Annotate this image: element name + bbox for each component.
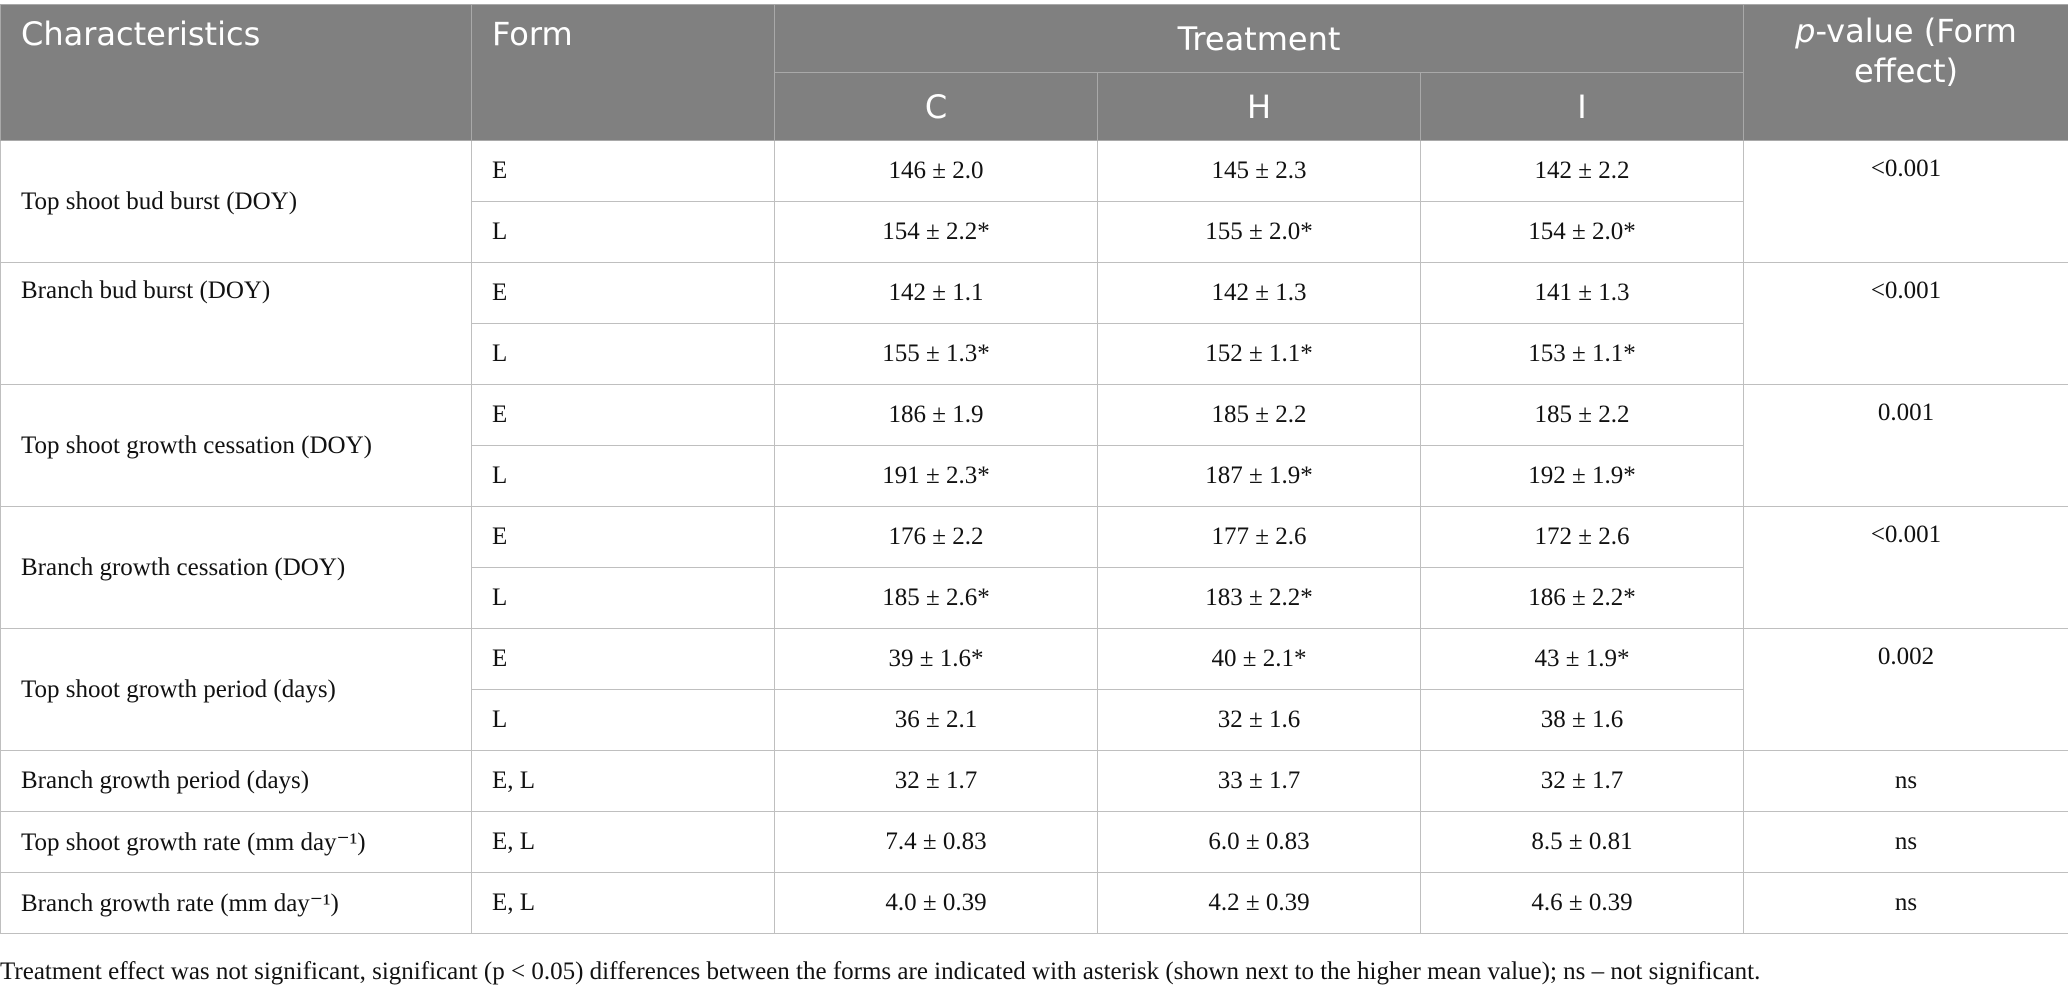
table-row: Top shoot bud burst (DOY) E 146 ± 2.0 14… xyxy=(0,140,2068,263)
table-row: Top shoot growth period (days) E 39 ± 1.… xyxy=(0,628,2068,751)
form-cell: E xyxy=(471,628,775,690)
value-cell: 146 ± 2.0 xyxy=(774,140,1098,202)
form-cell: L xyxy=(471,201,775,263)
characteristic-cell: Top shoot bud burst (DOY) xyxy=(0,140,472,263)
value-cell: 185 ± 2.2 xyxy=(1420,384,1744,446)
value-cell: 142 ± 1.3 xyxy=(1097,262,1421,324)
value-cell: 4.0 ± 0.39 xyxy=(774,872,1098,934)
value-cell: 32 ± 1.7 xyxy=(1420,750,1744,812)
value-cell: 185 ± 2.6* xyxy=(774,567,1098,629)
form-cell: E xyxy=(471,262,775,324)
value-cell: 43 ± 1.9* xyxy=(1420,628,1744,690)
table-row: Top shoot growth rate (mm day⁻¹) E, L 7.… xyxy=(0,811,2068,873)
header-characteristics: Characteristics xyxy=(0,4,472,141)
header-form: Form xyxy=(471,4,775,141)
table-row: L 154 ± 2.2* 155 ± 2.0* 154 ± 2.0* xyxy=(1,201,2068,263)
form-cell: E xyxy=(471,140,775,202)
table-row: L 191 ± 2.3* 187 ± 1.9* 192 ± 1.9* xyxy=(1,445,2068,507)
table-footnote: Treatment effect was not significant, si… xyxy=(0,958,1761,985)
header-pvalue-italic: p xyxy=(1795,12,1816,50)
value-cell: 152 ± 1.1* xyxy=(1097,323,1421,385)
header-pvalue-rest: -value (Form effect) xyxy=(1815,12,2017,90)
table-row: L 155 ± 1.3* 152 ± 1.1* 153 ± 1.1* xyxy=(1,323,2068,385)
form-cell: E, L xyxy=(471,750,775,812)
pvalue-cell: <0.001 xyxy=(1743,262,2068,385)
pvalue-cell: 0.002 xyxy=(1743,628,2068,751)
characteristic-cell: Branch growth period (days) xyxy=(0,750,472,812)
table-row: Branch growth period (days) E, L 32 ± 1.… xyxy=(0,750,2068,812)
form-cell: E, L xyxy=(471,811,775,873)
value-cell: 155 ± 1.3* xyxy=(774,323,1098,385)
value-cell: 36 ± 2.1 xyxy=(774,689,1098,751)
value-cell: 8.5 ± 0.81 xyxy=(1420,811,1744,873)
value-cell: 153 ± 1.1* xyxy=(1420,323,1744,385)
pvalue-cell: ns xyxy=(1743,750,2068,812)
value-cell: 39 ± 1.6* xyxy=(774,628,1098,690)
form-cell: L xyxy=(471,445,775,507)
value-cell: 141 ± 1.3 xyxy=(1420,262,1744,324)
value-cell: 154 ± 2.2* xyxy=(774,201,1098,263)
value-cell: 142 ± 1.1 xyxy=(774,262,1098,324)
pvalue-cell: ns xyxy=(1743,811,2068,873)
characteristic-cell: Branch bud burst (DOY) xyxy=(0,262,472,385)
pvalue-cell: ns xyxy=(1743,872,2068,934)
pvalue-cell: <0.001 xyxy=(1743,140,2068,263)
form-cell: L xyxy=(471,567,775,629)
value-cell: 191 ± 2.3* xyxy=(774,445,1098,507)
value-cell: 142 ± 2.2 xyxy=(1420,140,1744,202)
characteristic-cell: Branch growth rate (mm day⁻¹) xyxy=(0,872,472,934)
value-cell: 4.2 ± 0.39 xyxy=(1097,872,1421,934)
form-cell: E xyxy=(471,384,775,446)
value-cell: 154 ± 2.0* xyxy=(1420,201,1744,263)
value-cell: 187 ± 1.9* xyxy=(1097,445,1421,507)
table-row: Branch growth cessation (DOY) E 176 ± 2.… xyxy=(0,506,2068,629)
header-treatment-h: H xyxy=(1097,72,1421,141)
value-cell: 192 ± 1.9* xyxy=(1420,445,1744,507)
value-cell: 38 ± 1.6 xyxy=(1420,689,1744,751)
table-row: L 185 ± 2.6* 183 ± 2.2* 186 ± 2.2* xyxy=(1,567,2068,629)
form-cell: L xyxy=(471,689,775,751)
header-treatment: Treatment xyxy=(774,4,1744,73)
characteristic-cell: Top shoot growth period (days) xyxy=(0,628,472,751)
header-treatment-c: C xyxy=(774,72,1098,141)
table-row: Branch growth rate (mm day⁻¹) E, L 4.0 ±… xyxy=(0,872,2068,934)
value-cell: 32 ± 1.6 xyxy=(1097,689,1421,751)
value-cell: 7.4 ± 0.83 xyxy=(774,811,1098,873)
table-row: L 36 ± 2.1 32 ± 1.6 38 ± 1.6 xyxy=(1,689,2068,751)
results-table: Characteristics Form Treatment p-value (… xyxy=(0,4,2068,934)
header-treatment-i: I xyxy=(1420,72,1744,141)
value-cell: 183 ± 2.2* xyxy=(1097,567,1421,629)
value-cell: 186 ± 2.2* xyxy=(1420,567,1744,629)
form-cell: L xyxy=(471,323,775,385)
table-row: Top shoot growth cessation (DOY) E 186 ±… xyxy=(0,384,2068,507)
value-cell: 32 ± 1.7 xyxy=(774,750,1098,812)
value-cell: 177 ± 2.6 xyxy=(1097,506,1421,568)
form-cell: E xyxy=(471,506,775,568)
form-cell: E, L xyxy=(471,872,775,934)
value-cell: 33 ± 1.7 xyxy=(1097,750,1421,812)
value-cell: 185 ± 2.2 xyxy=(1097,384,1421,446)
value-cell: 145 ± 2.3 xyxy=(1097,140,1421,202)
pvalue-cell: 0.001 xyxy=(1743,384,2068,507)
value-cell: 172 ± 2.6 xyxy=(1420,506,1744,568)
pvalue-cell: <0.001 xyxy=(1743,506,2068,629)
value-cell: 186 ± 1.9 xyxy=(774,384,1098,446)
value-cell: 40 ± 2.1* xyxy=(1097,628,1421,690)
table-row: Branch bud burst (DOY) E 142 ± 1.1 142 ±… xyxy=(0,262,2068,385)
value-cell: 6.0 ± 0.83 xyxy=(1097,811,1421,873)
characteristic-cell: Top shoot growth cessation (DOY) xyxy=(0,384,472,507)
value-cell: 4.6 ± 0.39 xyxy=(1420,872,1744,934)
value-cell: 155 ± 2.0* xyxy=(1097,201,1421,263)
header-pvalue: p-value (Form effect) xyxy=(1743,4,2068,141)
characteristic-cell: Top shoot growth rate (mm day⁻¹) xyxy=(0,811,472,873)
characteristic-cell: Branch growth cessation (DOY) xyxy=(0,506,472,629)
value-cell: 176 ± 2.2 xyxy=(774,506,1098,568)
